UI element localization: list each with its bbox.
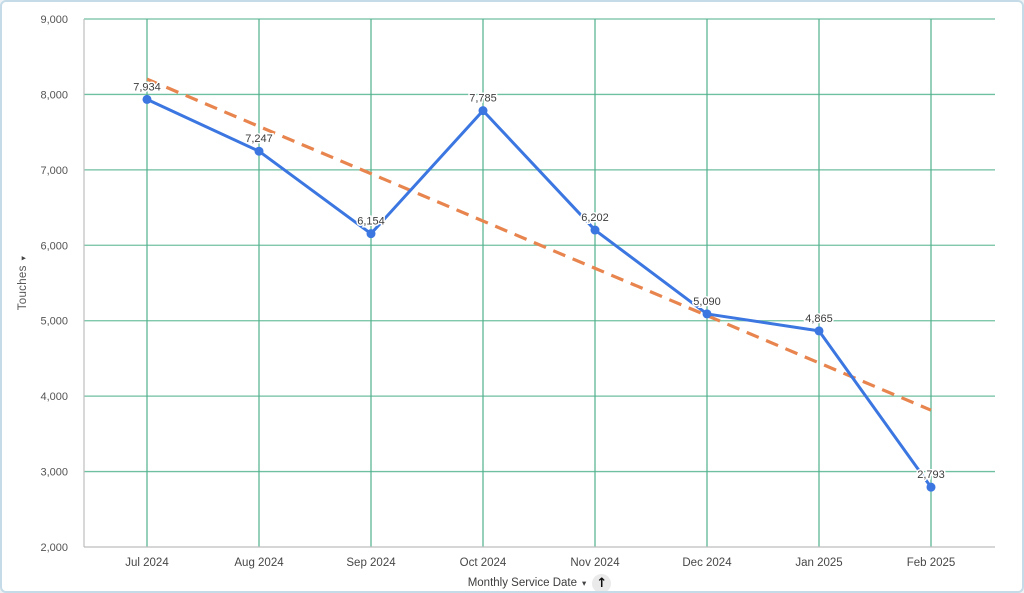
x-tick-label-Feb-2025: Feb 2025 xyxy=(907,557,956,569)
x-axis-label: Monthly Service Date xyxy=(467,577,577,589)
data-point-label-Dec-2024: 5,090 xyxy=(693,296,721,308)
x-tick-label-Aug-2024: Aug 2024 xyxy=(234,557,284,569)
x-tick-label-Oct-2024: Oct 2024 xyxy=(460,557,507,569)
sort-ascending-button[interactable]: ↑ xyxy=(592,573,612,591)
data-point-Feb-2025[interactable] xyxy=(926,482,936,492)
y-tick-label-8,000: 8,000 xyxy=(40,89,68,101)
data-point-Dec-2024[interactable] xyxy=(702,309,712,319)
data-point-label-Sep-2024: 6,154 xyxy=(357,216,385,228)
data-point-Nov-2024[interactable] xyxy=(590,225,600,235)
y-tick-label-4,000: 4,000 xyxy=(40,391,68,403)
series-line-touches xyxy=(146,98,933,489)
chevron-down-icon: ▾ xyxy=(582,577,587,588)
y-tick-label-6,000: 6,000 xyxy=(40,240,68,252)
x-tick-label-Nov-2024: Nov 2024 xyxy=(570,557,620,569)
data-point-label-Aug-2024: 7,247 xyxy=(245,133,273,145)
y-tick-label-5,000: 5,000 xyxy=(40,316,68,328)
x-tick-label-Dec-2024: Dec 2024 xyxy=(682,557,732,569)
chevron-down-icon: ▾ xyxy=(17,255,28,261)
data-point-Sep-2024[interactable] xyxy=(366,229,376,239)
data-point-label-Jul-2024: 7,934 xyxy=(133,81,161,93)
data-point-Oct-2024[interactable] xyxy=(478,106,488,116)
data-point-Aug-2024[interactable] xyxy=(254,146,264,156)
arrow-up-icon: ↑ xyxy=(596,575,608,591)
y-axis-field-selector[interactable]: Touches ▾ xyxy=(17,256,29,311)
y-tick-label-3,000: 3,000 xyxy=(40,467,68,479)
y-tick-label-2,000: 2,000 xyxy=(40,542,68,554)
x-tick-label-Sep-2024: Sep 2024 xyxy=(346,557,396,569)
data-point-label-Nov-2024: 6,202 xyxy=(581,212,609,224)
x-tick-label-Jan-2025: Jan 2025 xyxy=(795,557,842,569)
data-point-Jul-2024[interactable] xyxy=(142,94,152,104)
x-axis-field-selector[interactable]: Monthly Service Date ▾ xyxy=(468,577,587,589)
data-point-label-Feb-2025: 2,793 xyxy=(917,469,945,481)
trendline xyxy=(146,77,932,412)
data-point-label-Jan-2025: 4,865 xyxy=(805,313,833,325)
y-tick-label-7,000: 7,000 xyxy=(40,165,68,177)
x-axis-control-row: Monthly Service Date ▾ ↑ xyxy=(84,572,995,591)
x-tick-label-Jul-2024: Jul 2024 xyxy=(125,557,169,569)
y-axis-label: Touches xyxy=(17,265,29,311)
y-tick-label-9,000: 9,000 xyxy=(40,14,68,26)
data-point-label-Oct-2024: 7,785 xyxy=(469,93,497,105)
data-point-Jan-2025[interactable] xyxy=(814,326,824,336)
